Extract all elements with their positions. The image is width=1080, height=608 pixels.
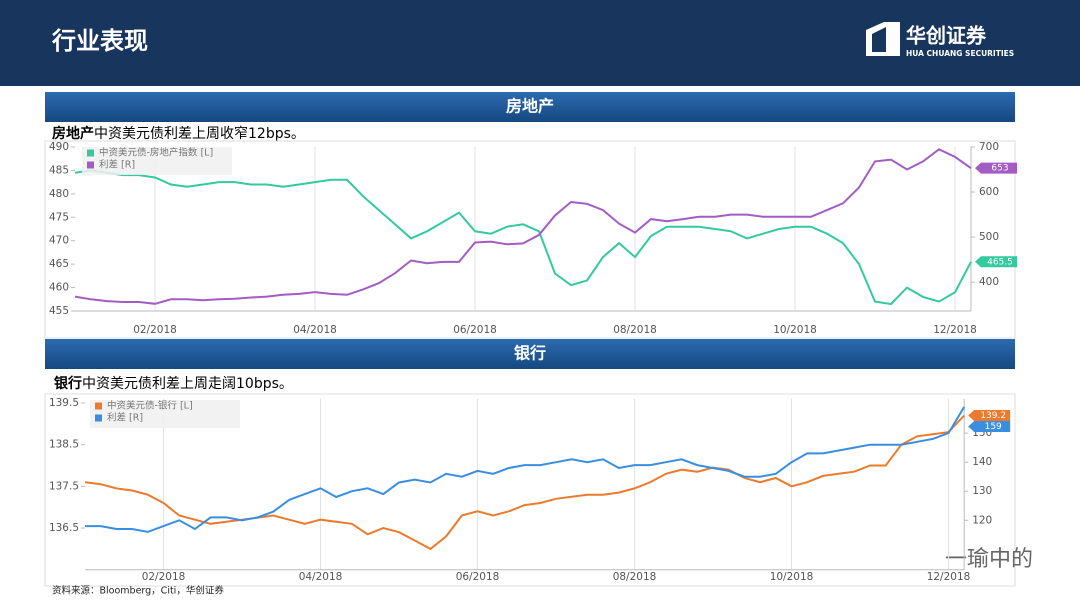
- legend-box: [90, 400, 240, 428]
- y-tick-label: 138.5: [49, 439, 79, 451]
- section-heading: 银行: [514, 344, 546, 363]
- end-tag: [968, 420, 1011, 432]
- section-heading: 房地产: [506, 97, 554, 116]
- series-line: [85, 406, 966, 533]
- y-tick-label: 460: [49, 282, 69, 294]
- y-tick-label: 136.5: [49, 522, 79, 534]
- legend-swatch: [95, 402, 102, 410]
- caption: 房地产中资美元债利差上周收窄12bps。: [52, 125, 305, 142]
- x-tick-label: 02/2018: [142, 571, 186, 583]
- end-tag: [968, 409, 1011, 421]
- y-tick-label: 490: [49, 141, 69, 153]
- x-tick-label: 04/2018: [293, 324, 337, 336]
- x-tick-label: 12/2018: [933, 324, 977, 336]
- y-tick-label: 480: [49, 188, 69, 200]
- end-tag-label: 465.5: [987, 257, 1013, 267]
- end-tag: [975, 256, 1017, 268]
- legend-swatch: [87, 161, 94, 169]
- source-note: 资料来源：Bloomberg，Citi，华创证券: [52, 585, 224, 597]
- x-tick-label: 10/2018: [773, 324, 817, 336]
- legend-label: 利差 [R]: [107, 412, 143, 424]
- caption-text: 中资美元债利差上周走阔10bps。: [82, 376, 293, 392]
- x-tick-label: 06/2018: [453, 324, 497, 336]
- section-bar: [45, 339, 1015, 369]
- series-line: [84, 414, 965, 551]
- section-bar: [45, 92, 1015, 122]
- x-tick-label: 08/2018: [613, 324, 657, 336]
- x-tick-label: 08/2018: [613, 571, 657, 583]
- watermark: 一瑜中的: [945, 547, 1033, 572]
- y-tick-label: 455: [49, 305, 69, 317]
- legend-label: 中资美元债-房地产指数 [L]: [99, 147, 213, 159]
- legend-label: 利差 [R]: [99, 159, 135, 171]
- page-title: 行业表现: [51, 27, 148, 55]
- x-tick-label: 10/2018: [770, 571, 814, 583]
- legend-swatch: [95, 414, 102, 422]
- legend-box: [82, 147, 232, 175]
- series-line: [74, 169, 972, 306]
- end-tag-label: 139.2: [980, 411, 1006, 421]
- y2-tick-label: 120: [972, 514, 992, 526]
- caption-bold: 银行: [54, 375, 82, 392]
- y-tick-label: 137.5: [49, 480, 79, 492]
- y2-tick-label: 400: [979, 276, 999, 288]
- logo-text: 华创证券: [906, 24, 987, 48]
- y2-tick-label: 140: [972, 456, 992, 468]
- x-tick-label: 04/2018: [299, 571, 343, 583]
- y-tick-label: 475: [49, 211, 69, 223]
- series-line: [74, 148, 972, 305]
- y2-tick-label: 700: [979, 141, 999, 153]
- legend-swatch: [87, 149, 94, 157]
- y2-tick-label: 500: [979, 231, 999, 243]
- legend-label: 中资美元债-银行 [L]: [107, 400, 193, 412]
- y-tick-label: 470: [49, 235, 69, 247]
- x-tick-label: 12/2018: [927, 571, 971, 583]
- end-tag-label: 159: [985, 422, 1002, 432]
- y2-tick-label: 600: [979, 186, 999, 198]
- caption-text: 中资美元债利差上周收窄12bps。: [94, 125, 305, 142]
- x-tick-label: 02/2018: [133, 324, 177, 336]
- y2-tick-label: 130: [972, 485, 992, 497]
- x-tick-label: 06/2018: [456, 571, 500, 583]
- caption: 银行中资美元债利差上周走阔10bps。: [54, 375, 293, 392]
- end-tag-label: 653: [991, 164, 1008, 174]
- y-tick-label: 465: [49, 258, 69, 270]
- y-tick-label: 485: [49, 164, 69, 176]
- logo-subtext: HUA CHUANG SECURITIES: [906, 49, 1014, 58]
- y-tick-label: 139.5: [49, 397, 79, 409]
- logo-icon: [866, 22, 900, 56]
- end-tag: [975, 162, 1017, 174]
- caption-bold: 房地产: [52, 125, 94, 142]
